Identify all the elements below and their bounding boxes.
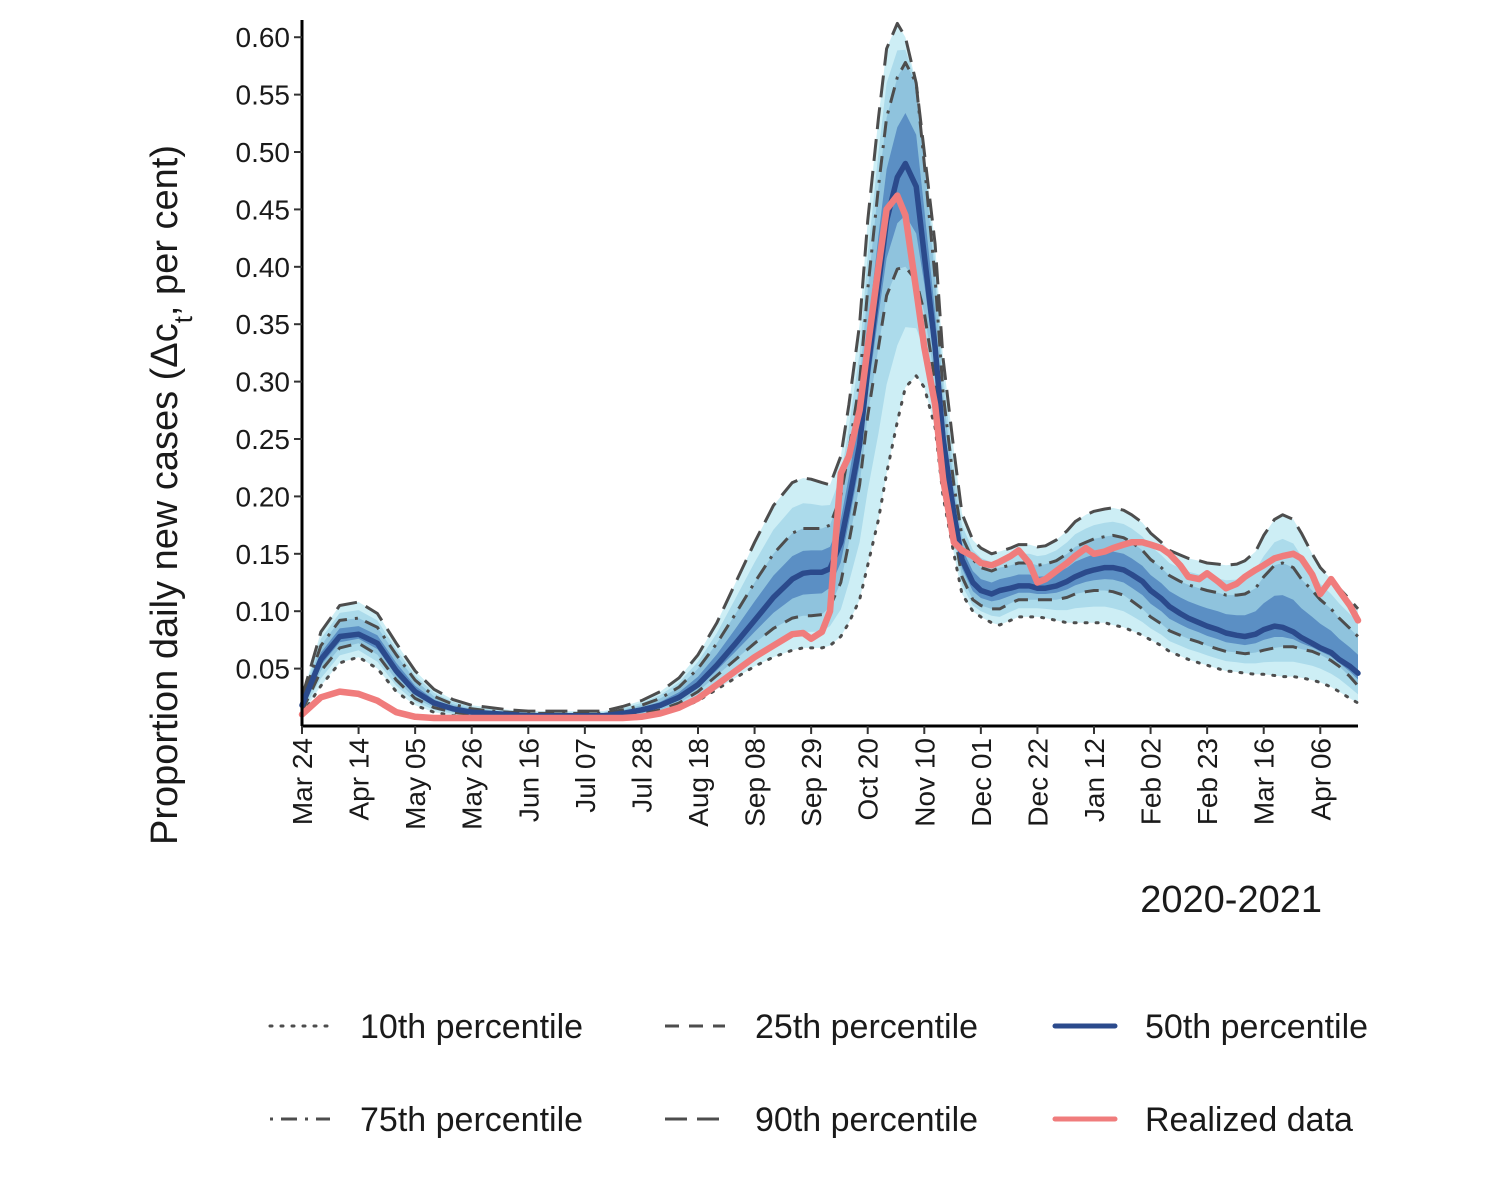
legend-label-realized: Realized data	[1145, 1101, 1353, 1139]
y-tick-label: 0.15	[236, 539, 291, 570]
series-line-p75	[300, 61, 1360, 715]
series-lines	[298, 21, 1362, 722]
y-axis-title-delta: Δc	[144, 323, 186, 367]
x-tick-label: Apr 06	[1305, 738, 1336, 821]
y-tick-label: 0.40	[236, 252, 291, 283]
axes	[300, 20, 1358, 728]
y-tick-label: 0.20	[236, 481, 291, 512]
x-tick-label: May 26	[457, 738, 488, 830]
y-tick-label: 0.05	[236, 654, 291, 685]
x-tick-label: Nov 10	[909, 738, 940, 827]
legend-label-p90: 90th percentile	[755, 1101, 978, 1139]
legend-label-p25: 25th percentile	[755, 1008, 978, 1046]
y-tick-label: 0.45	[236, 194, 291, 225]
x-tick-label: Jul 28	[626, 738, 657, 813]
x-tick-label: Aug 18	[683, 738, 714, 827]
x-tick-label: Jul 07	[570, 738, 601, 813]
y-axis-title-prefix: Proportion daily new cases (	[144, 367, 186, 845]
y-tick-label: 0.55	[236, 80, 291, 111]
x-tick-label: Sep 08	[740, 738, 771, 827]
y-ticks: 0.05 0.10 0.15 0.20 0.25 0.30 0.35 0.40 0.45 0.50…	[236, 22, 302, 685]
y-tick-label: 0.30	[236, 367, 291, 398]
legend-label-p75: 75th percentile	[360, 1101, 583, 1139]
x-tick-label: Mar 16	[1249, 738, 1280, 825]
y-axis-title-sub: t	[168, 315, 198, 323]
legend-label-p50: 50th percentile	[1145, 1008, 1368, 1046]
x-axis-title: 2020-2021	[1140, 879, 1322, 921]
x-tick-label: Apr 14	[344, 738, 375, 821]
legend-label-p10: 10th percentile	[360, 1008, 583, 1046]
x-tick-label: Mar 24	[287, 738, 318, 825]
x-tick-label: Oct 20	[853, 738, 884, 820]
series-line-realized	[298, 192, 1362, 722]
x-tick-label: Feb 02	[1136, 738, 1167, 825]
x-tick-label: Feb 23	[1192, 738, 1223, 825]
x-tick-label: Jun 16	[513, 738, 544, 822]
y-tick-label: 0.50	[236, 137, 291, 168]
y-axis-title-suffix: , per cent)	[144, 145, 186, 316]
y-axis-title: Proportion daily new cases (Δct, per cen…	[144, 145, 198, 845]
y-tick-label: 0.35	[236, 309, 291, 340]
y-tick-label: 0.10	[236, 596, 291, 627]
y-tick-label: 0.25	[236, 424, 291, 455]
x-tick-label: Dec 22	[1022, 738, 1053, 827]
legend: 10th percentile 25th percentile 50th perce…	[268, 1008, 1368, 1139]
x-tick-label: Sep 29	[796, 738, 827, 827]
x-tick-label: May 05	[400, 738, 431, 830]
x-tick-label: Jan 12	[1079, 738, 1110, 822]
x-tick-label: Dec 01	[966, 738, 997, 827]
y-tick-label: 0.60	[236, 22, 291, 53]
band-core	[302, 113, 1358, 717]
x-ticks: Mar 24 Apr 14 May 05 May 26 Jun 16 Jul 07 Jul …	[287, 726, 1336, 830]
